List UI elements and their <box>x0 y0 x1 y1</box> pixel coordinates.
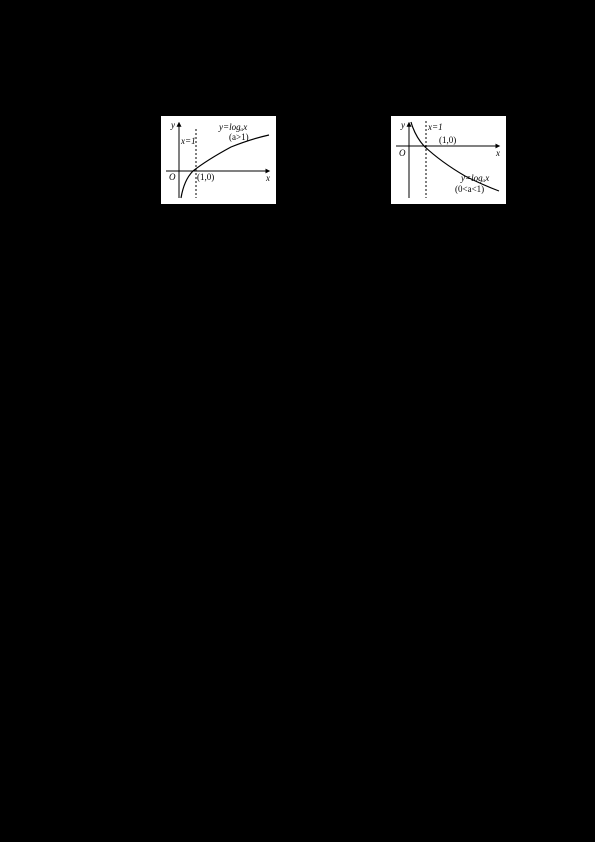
origin-label: O <box>169 172 176 182</box>
function-label: y=logₐx <box>460 173 489 183</box>
y-axis-label: y <box>400 120 405 130</box>
log-graph-svg-right: y x O x=1 (1,0) y=logₐx (0<a<1) <box>391 116 506 204</box>
asymptote-label: x=1 <box>427 122 443 132</box>
condition-label: (a>1) <box>229 132 249 142</box>
function-label: y=logₐx <box>218 122 247 132</box>
log-graph-a-greater-1: y x O x=1 (1,0) y=logₐx (a>1) <box>160 115 277 205</box>
point-label: (1,0) <box>197 172 214 182</box>
x-axis-label: x <box>265 173 270 183</box>
condition-label: (0<a<1) <box>455 184 484 194</box>
origin-label: O <box>399 148 406 158</box>
y-axis-label: y <box>170 120 175 130</box>
x-axis-label: x <box>495 148 500 158</box>
point-label: (1,0) <box>439 135 456 145</box>
log-graph-a-less-1: y x O x=1 (1,0) y=logₐx (0<a<1) <box>390 115 507 205</box>
log-graph-svg-left: y x O x=1 (1,0) y=logₐx (a>1) <box>161 116 276 204</box>
asymptote-label: x=1 <box>180 136 196 146</box>
